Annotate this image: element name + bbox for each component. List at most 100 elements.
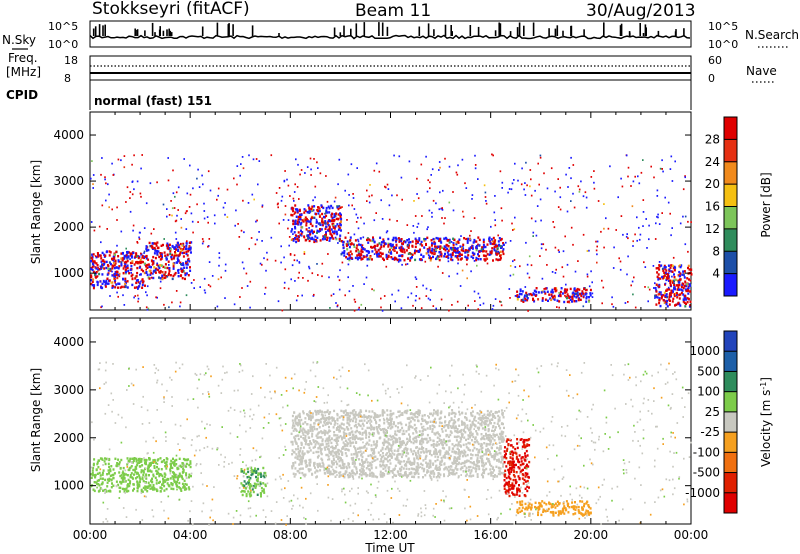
data-cell [316,464,319,467]
data-cell [372,452,375,455]
data-cell [149,273,152,276]
data-cell [470,439,473,442]
data-cell [335,460,338,463]
data-cell [340,409,343,413]
data-cell [363,248,366,251]
data-cell [410,472,413,475]
data-cell [395,257,397,260]
data-cell [554,190,556,193]
data-cell [492,259,494,262]
data-cell [368,201,371,204]
data-cell [354,301,357,303]
data-cell [112,265,115,268]
data-cell [681,283,684,286]
data-cell [353,245,356,248]
data-cell [669,293,672,297]
data-cell [405,249,408,252]
data-cell [135,467,138,470]
data-cell [481,459,484,463]
data-cell [474,154,476,157]
data-cell [431,252,434,255]
data-cell [386,183,389,186]
data-cell [378,419,381,422]
data-cell [336,304,339,307]
data-cell [138,483,141,486]
data-cell [477,451,480,454]
data-cell [134,470,137,474]
data-cell [552,221,554,223]
data-cell [298,261,301,264]
data-cell [322,465,325,468]
data-cell [304,434,307,438]
data-cell [491,242,494,246]
data-cell [638,182,641,185]
data-cell [686,297,689,300]
data-cell [293,475,296,478]
data-cell [406,447,409,451]
data-cell [524,182,526,184]
data-cell [129,254,132,257]
data-cell [372,236,374,239]
data-cell [408,417,411,420]
data-cell [179,274,182,278]
data-cell [435,444,438,447]
data-cell [299,215,302,219]
data-cell [502,440,505,443]
noise-search-label: N.Search [745,28,799,42]
data-cell [690,221,692,223]
data-cell [377,249,380,252]
data-cell [561,292,564,295]
data-cell [399,421,402,424]
data-cell [377,426,380,429]
data-cell [106,481,109,484]
data-cell [468,237,471,241]
data-cell [348,462,350,466]
data-cell [410,292,413,295]
data-cell [429,463,432,467]
data-cell [484,191,487,194]
data-cell [412,467,414,471]
data-cell [508,188,511,190]
data-cell [365,442,368,446]
data-cell [353,409,356,412]
data-cell [103,267,106,270]
data-cell [347,422,350,425]
data-cell [673,293,676,296]
data-cell [332,224,335,227]
data-cell [366,189,368,192]
data-cell [448,448,451,451]
data-cell [401,263,403,266]
data-cell [344,294,346,297]
data-cell [686,289,689,292]
data-cell [543,290,546,293]
data-cell [105,490,108,493]
data-cell [499,258,502,261]
data-cell [492,304,495,307]
data-cell [117,158,120,161]
data-cell [304,417,307,420]
data-cell [114,281,116,284]
data-cell [180,226,183,229]
data-cell [320,451,323,455]
data-cell [94,255,97,257]
data-cell [317,230,320,233]
data-cell [382,431,385,434]
data-cell [153,242,155,245]
data-cell [196,203,198,206]
data-cell [401,413,404,416]
data-cell [440,456,443,460]
data-cell [93,481,96,484]
data-cell [304,216,307,219]
data-cell [453,458,456,461]
data-cell [360,419,363,422]
data-cell [180,218,182,220]
data-cell [678,265,681,268]
data-cell [682,188,685,191]
data-cell [368,258,371,261]
data-cell [277,300,280,303]
data-cell [662,269,665,273]
data-cell [485,417,488,420]
data-cell [100,267,103,270]
data-cell [353,445,356,448]
data-cell [678,293,681,297]
